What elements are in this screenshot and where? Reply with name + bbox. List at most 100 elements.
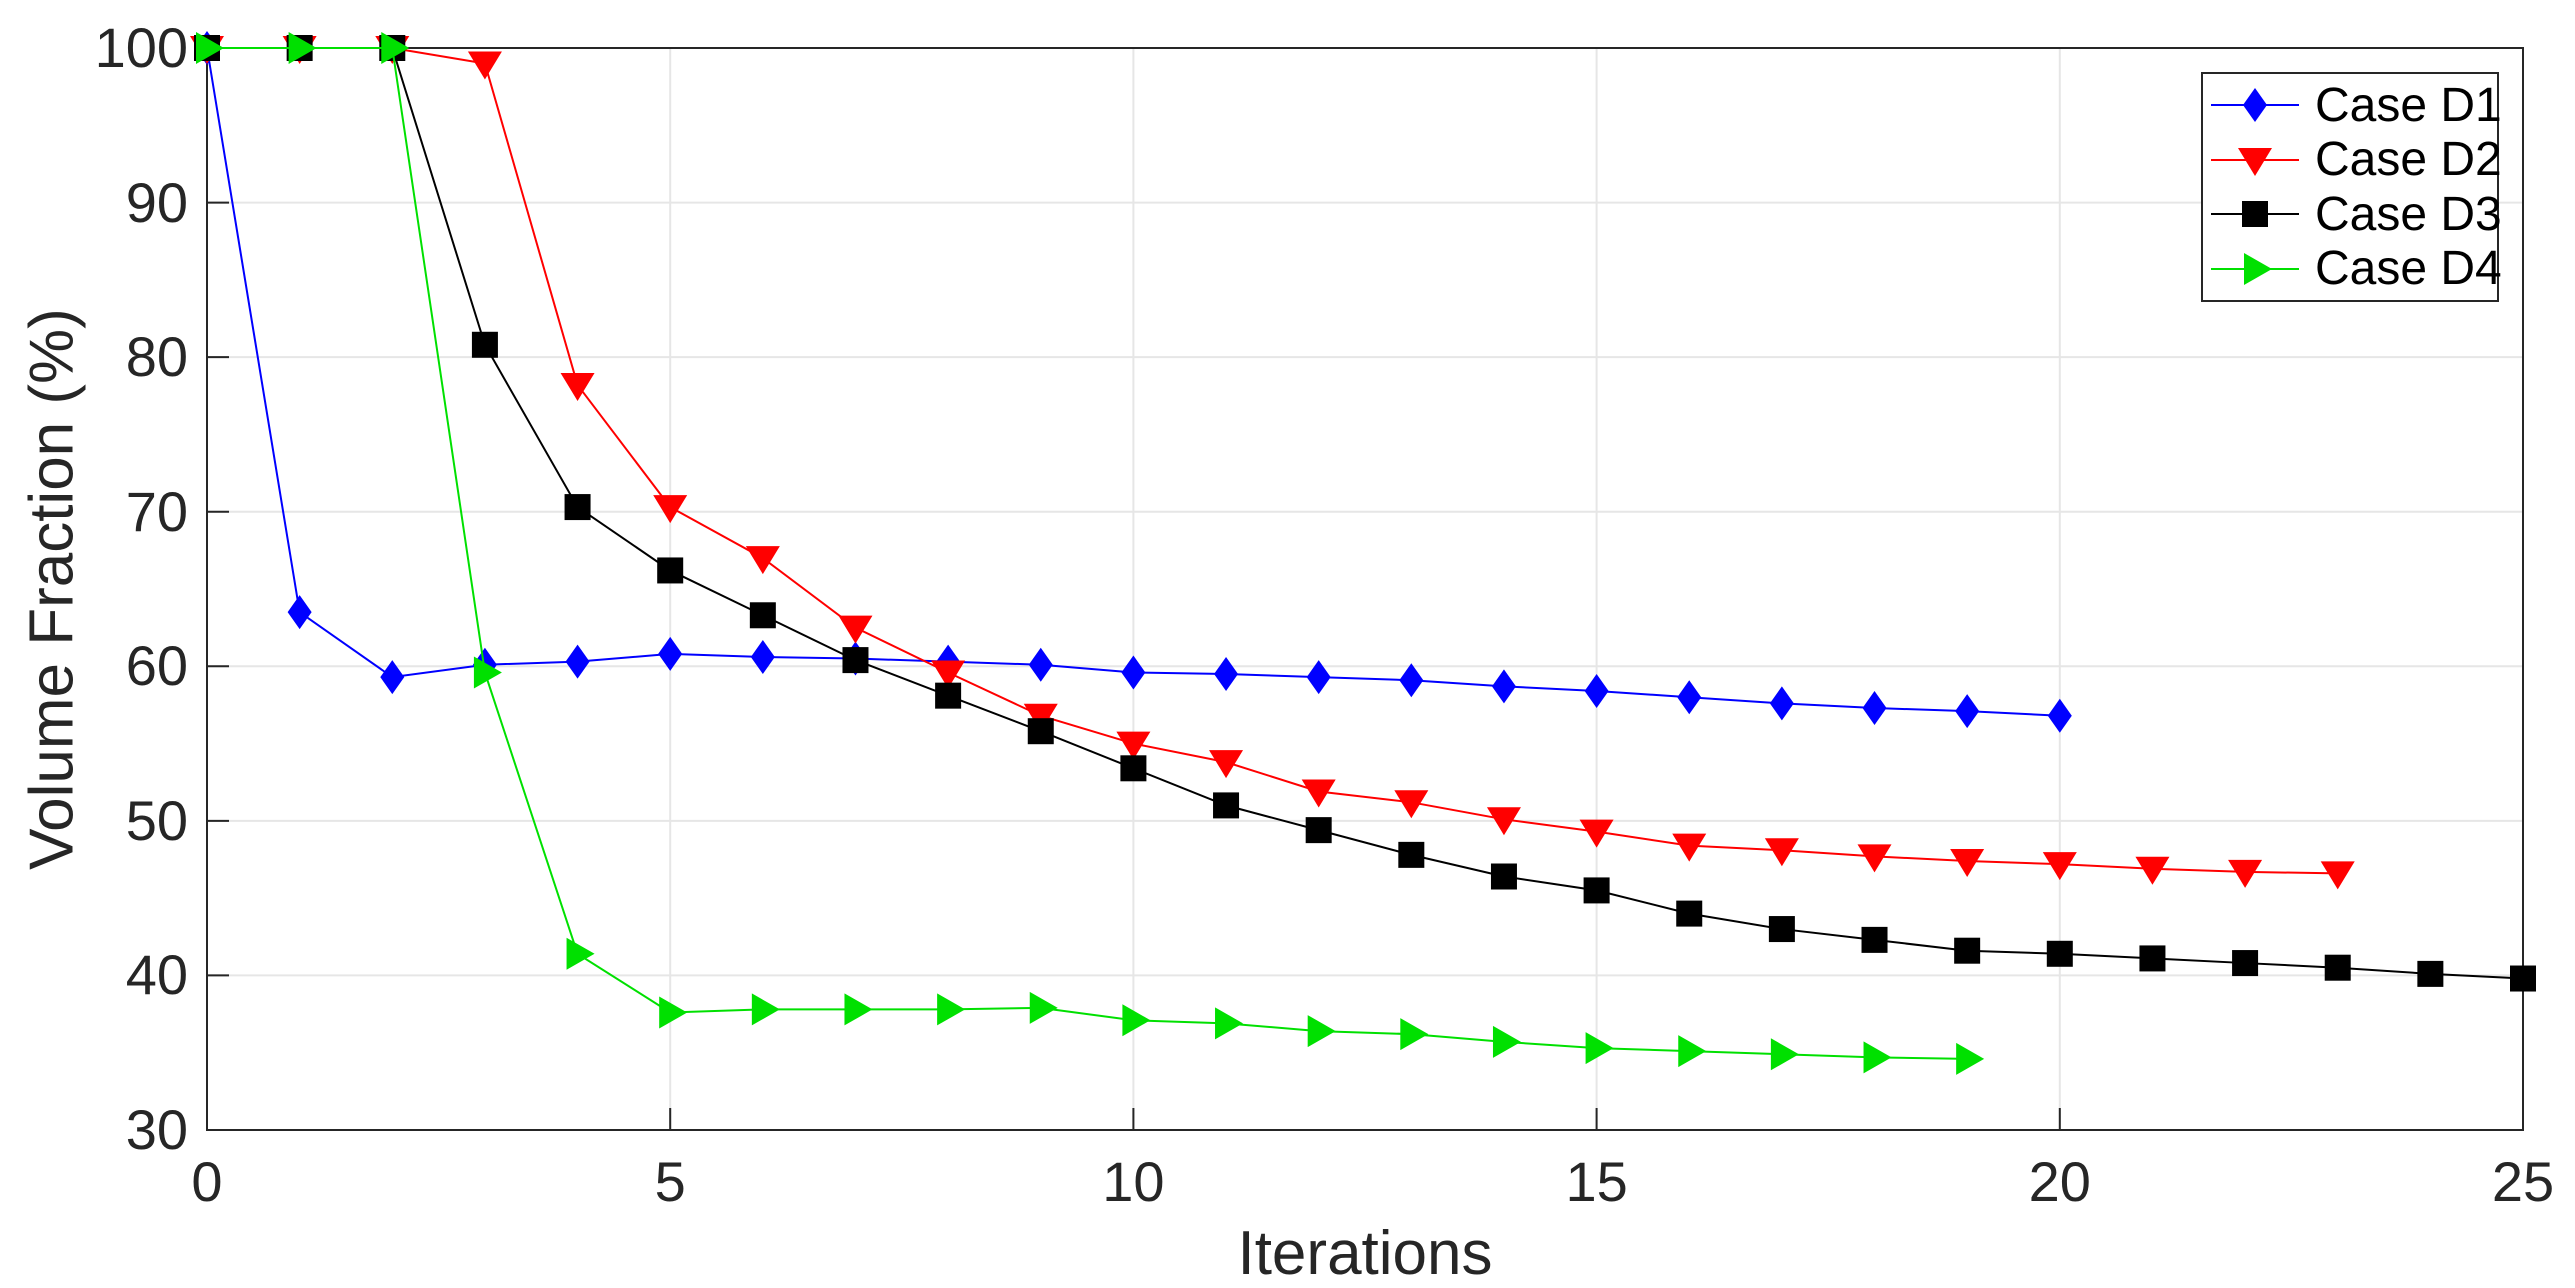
square-marker-icon bbox=[1398, 841, 1425, 868]
triangle-right-marker-icon bbox=[751, 993, 780, 1026]
series-case-d4 bbox=[196, 32, 1985, 1075]
legend-label: Case D4 bbox=[2315, 242, 2502, 296]
diamond-marker-icon bbox=[1306, 660, 1331, 695]
series-case-d3 bbox=[194, 35, 2536, 992]
triangle-down-marker-icon bbox=[1579, 819, 1614, 848]
series-line bbox=[207, 47, 2524, 980]
square-marker-icon bbox=[842, 647, 869, 674]
triangle-right-marker-icon bbox=[1770, 1038, 1799, 1071]
square-marker-icon bbox=[1583, 877, 1610, 904]
square-marker-icon bbox=[1490, 863, 1517, 890]
diamond-marker-icon bbox=[2047, 698, 2072, 733]
diamond-marker-icon bbox=[1862, 691, 1887, 726]
square-marker-icon bbox=[1120, 755, 1147, 782]
y-tick-label: 90 bbox=[125, 170, 188, 234]
triangle-down-marker-icon bbox=[2042, 852, 2077, 881]
y-tick-label: 40 bbox=[125, 943, 188, 1007]
square-marker-icon bbox=[2232, 950, 2259, 977]
diamond-marker-icon bbox=[658, 636, 683, 671]
y-tick-label: 80 bbox=[125, 325, 188, 389]
triangle-right-marker-icon bbox=[659, 996, 688, 1029]
square-marker-icon bbox=[935, 682, 962, 709]
legend-item-case-d4: Case D4 bbox=[2203, 242, 2502, 295]
triangle-down-marker-icon bbox=[2320, 861, 2355, 890]
square-marker-icon bbox=[749, 602, 776, 629]
legend-item-case-d3: Case D3 bbox=[2203, 188, 2502, 241]
legend-label: Case D2 bbox=[2315, 133, 2502, 187]
triangle-right-marker-icon bbox=[1307, 1015, 1336, 1048]
triangle-down-marker-icon bbox=[1486, 807, 1521, 836]
square-marker-icon bbox=[564, 494, 591, 521]
triangle-right-marker-icon bbox=[1029, 991, 1058, 1024]
triangle-right-marker-icon bbox=[844, 993, 873, 1026]
triangle-right-marker-icon bbox=[1122, 1004, 1151, 1037]
triangle-down-marker-icon bbox=[1301, 779, 1336, 808]
series-line bbox=[207, 47, 2338, 875]
diamond-marker-icon bbox=[1491, 669, 1516, 704]
square-marker-icon bbox=[2417, 960, 2444, 987]
legend-sample-case-d1 bbox=[2211, 88, 2299, 123]
diamond-marker-icon bbox=[1769, 686, 1794, 721]
square-marker-icon bbox=[1861, 926, 1888, 953]
triangle-right-marker-icon bbox=[566, 937, 595, 970]
diamond-marker-icon bbox=[1955, 694, 1980, 729]
legend-sample-case-d3 bbox=[2211, 201, 2299, 228]
triangle-right-marker-icon bbox=[1492, 1025, 1521, 1058]
triangle-right-marker-icon bbox=[2244, 252, 2272, 285]
diamond-marker-icon bbox=[565, 644, 590, 679]
triangle-down-marker-icon bbox=[2135, 856, 2170, 885]
triangle-down-marker-icon bbox=[653, 495, 688, 524]
triangle-right-marker-icon bbox=[1400, 1018, 1429, 1051]
triangle-down-marker-icon bbox=[1950, 849, 1985, 878]
triangle-down-marker-icon bbox=[838, 615, 873, 644]
legend-sample-case-d2 bbox=[2211, 147, 2299, 176]
triangle-down-marker-icon bbox=[1116, 731, 1151, 760]
x-tick-label: 5 bbox=[654, 1150, 686, 1213]
square-marker-icon bbox=[2046, 940, 2073, 967]
x-tick-label: 15 bbox=[1565, 1150, 1628, 1213]
y-axis-label: Volume Fraction (%) bbox=[17, 308, 87, 870]
square-marker-icon bbox=[1213, 792, 1240, 819]
triangle-right-marker-icon bbox=[937, 993, 966, 1026]
square-marker-icon bbox=[2324, 954, 2351, 981]
diamond-marker-icon bbox=[1584, 674, 1609, 709]
legend: Case D1 Case D2 Case D3 Case D4 bbox=[2201, 72, 2502, 302]
square-marker-icon bbox=[1027, 718, 1054, 745]
triangle-down-marker-icon bbox=[2228, 859, 2263, 888]
diamond-marker-icon bbox=[380, 660, 405, 695]
triangle-right-marker-icon bbox=[473, 656, 502, 689]
legend-sample-case-d4 bbox=[2211, 252, 2299, 285]
y-tick-label: 100 bbox=[94, 16, 188, 79]
x-tick-label: 0 bbox=[191, 1150, 223, 1213]
triangle-down-marker-icon bbox=[1857, 844, 1892, 873]
x-tick-label: 25 bbox=[2491, 1150, 2555, 1213]
triangle-down-marker-icon bbox=[1672, 833, 1707, 862]
triangle-down-marker-icon bbox=[931, 660, 966, 689]
diamond-marker-icon bbox=[2243, 88, 2267, 123]
triangle-right-marker-icon bbox=[196, 32, 224, 64]
square-marker-icon bbox=[2510, 965, 2536, 992]
x-axis-label: Iterations bbox=[1237, 1219, 1493, 1288]
diamond-marker-icon bbox=[1028, 647, 1053, 682]
y-tick-label: 30 bbox=[125, 1098, 188, 1161]
square-marker-icon bbox=[471, 331, 498, 358]
y-tick-label: 50 bbox=[125, 788, 188, 852]
x-tick-label: 10 bbox=[1102, 1150, 1165, 1213]
triangle-right-marker-icon bbox=[1863, 1041, 1892, 1074]
diamond-marker-icon bbox=[1214, 657, 1239, 692]
triangle-down-marker-icon bbox=[560, 372, 595, 401]
triangle-right-marker-icon bbox=[381, 32, 410, 64]
triangle-down-marker-icon bbox=[745, 546, 780, 575]
triangle-down-marker-icon bbox=[1764, 838, 1799, 867]
triangle-down-marker-icon bbox=[467, 51, 502, 80]
axes-box bbox=[206, 47, 2524, 1131]
legend-label: Case D1 bbox=[2315, 78, 2502, 132]
square-marker-icon bbox=[2139, 945, 2166, 972]
triangle-down-marker-icon bbox=[1023, 703, 1058, 732]
diamond-marker-icon bbox=[1677, 680, 1702, 715]
triangle-right-marker-icon bbox=[1678, 1035, 1707, 1068]
triangle-down-marker-icon bbox=[2238, 147, 2272, 176]
legend-item-case-d1: Case D1 bbox=[2203, 79, 2502, 132]
